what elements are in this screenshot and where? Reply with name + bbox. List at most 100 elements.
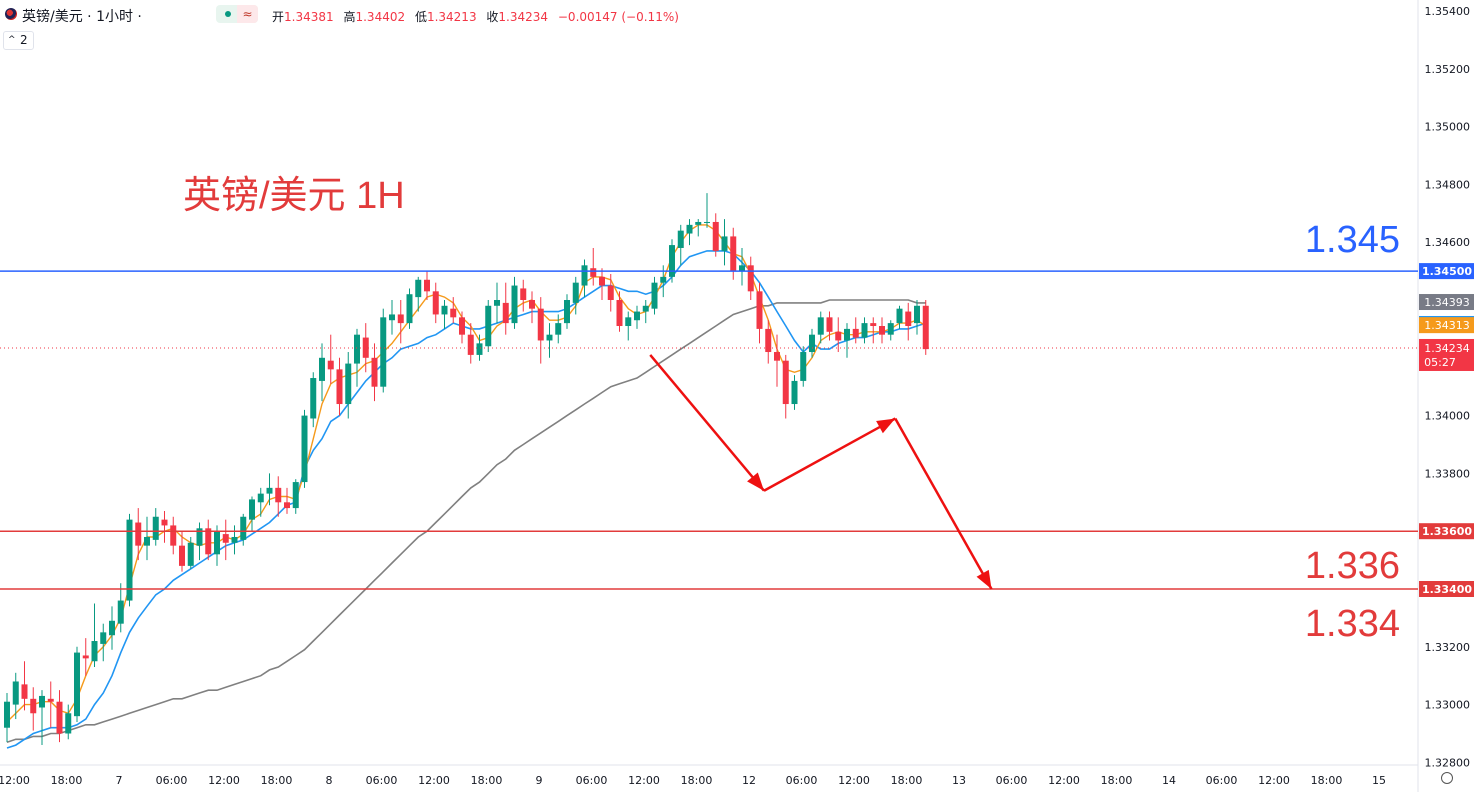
candle: [791, 375, 798, 410]
candle: [301, 409, 308, 488]
candle: [126, 513, 133, 607]
x-tick-label: 18:00: [51, 774, 83, 787]
candle-body: [222, 534, 229, 543]
candle-body: [546, 334, 553, 341]
candle: [432, 282, 439, 324]
candle: [712, 213, 719, 257]
candle-body: [424, 279, 430, 292]
candle-body: [809, 334, 815, 353]
candle-body: [135, 522, 142, 546]
candle: [467, 323, 474, 364]
x-tick-label: 12:00: [208, 774, 240, 787]
x-tick-label: 9: [536, 774, 543, 787]
candle: [887, 320, 894, 341]
ohlc-open-label: 开: [272, 10, 285, 24]
candle-body: [529, 300, 535, 309]
candle: [870, 317, 877, 344]
candle-body: [406, 294, 413, 324]
candle: [599, 268, 605, 300]
candle: [502, 282, 509, 335]
ohlc-change-value: −0.00147 (−0.11%): [557, 10, 679, 24]
candle: [817, 311, 824, 344]
candle-body: [310, 378, 317, 419]
candle-body: [765, 328, 772, 353]
candle: [91, 603, 98, 668]
candle-body: [240, 516, 247, 540]
candle: [494, 282, 500, 324]
candle: [214, 525, 220, 566]
candle: [730, 227, 737, 280]
candle-body: [879, 326, 885, 335]
candle: [844, 323, 850, 358]
forecast-arrow-segment: [649, 354, 765, 492]
candle-body: [354, 334, 360, 364]
candle-body: [415, 279, 422, 298]
x-tick-label: 15: [1372, 774, 1386, 787]
candle: [642, 300, 649, 324]
candle-body: [100, 632, 107, 644]
candle: [249, 496, 255, 532]
candle: [415, 276, 422, 312]
candle-body: [581, 265, 588, 286]
y-tick-label: 1.35000: [1425, 121, 1471, 134]
candle-body: [152, 516, 159, 540]
candle-body: [564, 300, 570, 324]
candle-body: [284, 502, 290, 509]
candle-body: [800, 352, 807, 381]
candle: [389, 300, 395, 335]
candle: [546, 323, 553, 358]
candle-body: [117, 600, 124, 624]
candle: [144, 516, 150, 561]
candle-body: [231, 536, 238, 543]
indicator-toggle-button[interactable]: ^ 2: [3, 31, 34, 50]
candle-body: [914, 305, 920, 324]
ohlc-readout: 开1.34381 高1.34402 低1.34213 收1.34234 −0.0…: [272, 8, 685, 25]
ohlc-open-value: 1.34381: [284, 10, 334, 24]
candle: [774, 334, 780, 387]
candle-body: [266, 487, 273, 494]
candle: [109, 606, 115, 650]
candle-body: [686, 224, 693, 234]
candle-body: [870, 323, 877, 327]
symbol-line[interactable]: 英镑/美元 · 1小时 ·: [22, 9, 142, 25]
y-tick-label: 1.34000: [1425, 410, 1471, 423]
x-tick-label: 06:00: [996, 774, 1028, 787]
chart-settings-icon[interactable]: [1441, 772, 1453, 784]
candle-body: [835, 331, 842, 341]
candle: [660, 265, 667, 298]
chevron-up-icon: ^: [8, 35, 16, 45]
market-open-dot-icon: [225, 11, 231, 17]
bar-countdown: 05:27: [1424, 356, 1456, 369]
y-tick-label: 1.34800: [1425, 178, 1471, 191]
candle-body: [887, 323, 894, 335]
candle: [310, 372, 317, 428]
candle: [39, 690, 45, 746]
forecast-arrowhead: [976, 569, 992, 589]
candle-body: [704, 221, 710, 223]
candle-body: [214, 531, 220, 555]
candle-body: [896, 308, 903, 324]
x-tick-label: 06:00: [786, 774, 818, 787]
ma-mid-line: [6, 250, 927, 749]
candle: [275, 476, 282, 517]
y-tick-label: 1.34600: [1425, 236, 1471, 249]
candle-body: [336, 369, 343, 405]
candle-body: [791, 380, 798, 405]
candle-body: [774, 352, 780, 361]
candle: [695, 219, 702, 237]
level-axis-tag-1.345: [1419, 263, 1474, 280]
market-status-badge[interactable]: ≈: [216, 5, 258, 23]
candle-body: [537, 308, 544, 341]
forecast-arrow-segment: [763, 417, 896, 492]
candle: [397, 300, 404, 344]
last-price-label: 1.34234: [1424, 342, 1470, 355]
candle: [800, 346, 807, 387]
candle: [914, 300, 920, 335]
x-tick-label: 7: [116, 774, 123, 787]
candle-body: [4, 701, 10, 728]
level-annotation: 1.336: [1305, 545, 1400, 587]
candle-body: [712, 221, 719, 251]
candle: [205, 519, 212, 561]
ohlc-close-label: 收: [486, 10, 499, 24]
